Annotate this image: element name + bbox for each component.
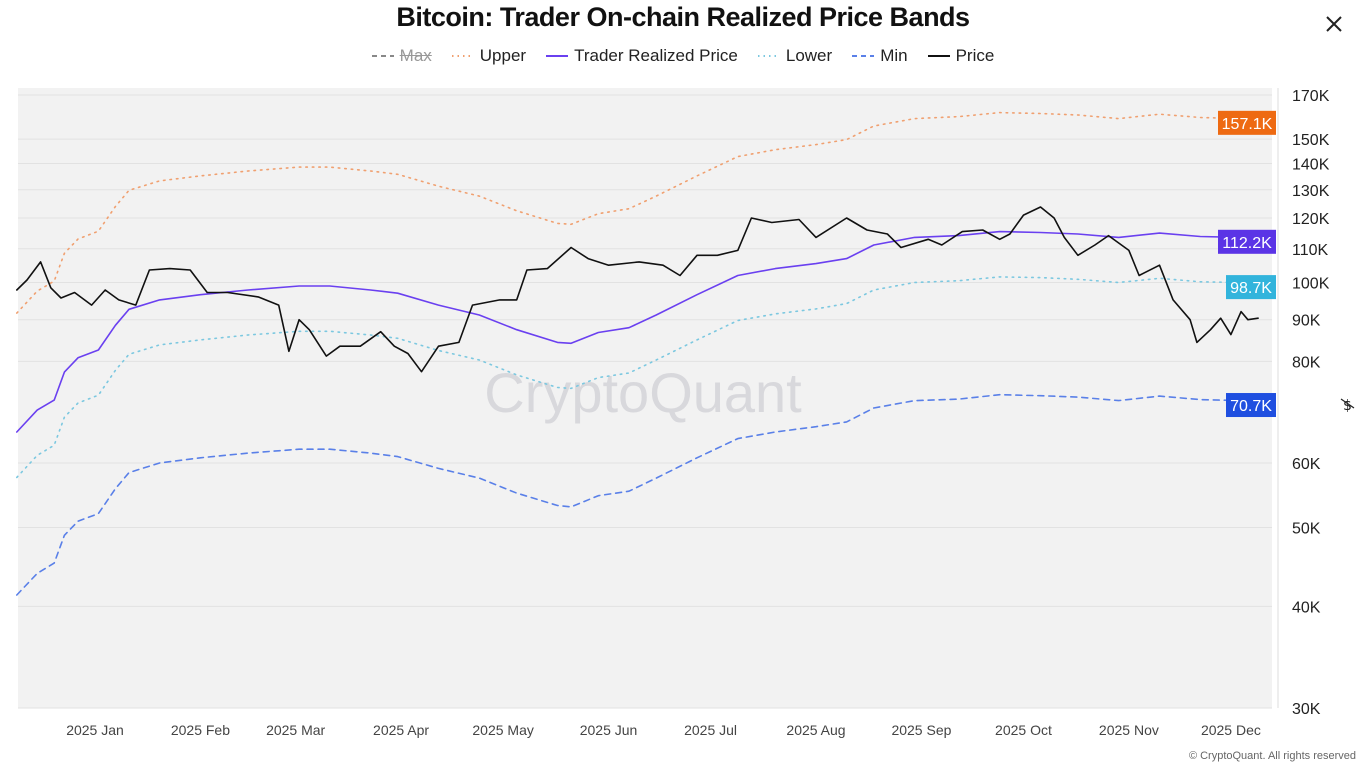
x-tick-label: 2025 Oct <box>995 722 1052 738</box>
last-value-label: 157.1K <box>1222 116 1273 133</box>
legend-item-price[interactable]: Price <box>927 46 995 66</box>
legend-swatch <box>927 55 950 57</box>
y-tick-label: 150K <box>1292 132 1330 149</box>
legend: Max Upper Trader Realized Price Lower Min Pri… <box>0 46 1366 66</box>
legend-label: Lower <box>785 46 833 65</box>
chart-title: Bitcoin: Trader On-chain Realized Price … <box>396 2 970 32</box>
legend-label: Upper <box>479 46 527 65</box>
x-tick-label: 2025 Jan <box>66 722 124 738</box>
x-tick-label: 2025 Mar <box>266 722 325 738</box>
x-tick-label: 2025 May <box>472 722 533 738</box>
y-tick-label: 110K <box>1292 242 1329 259</box>
plot-area <box>18 88 1272 708</box>
y-tick-label: 100K <box>1292 275 1330 292</box>
y-tick-label: 80K <box>1292 354 1321 371</box>
legend-label: Max <box>399 46 432 65</box>
strikethrough-mark <box>1340 398 1355 409</box>
x-tick-label: 2025 Aug <box>786 722 845 738</box>
series-line-min <box>15 393 1259 596</box>
legend-item-lower[interactable]: Lower <box>757 46 833 66</box>
last-value-badge <box>1218 229 1276 254</box>
legend-label: Min <box>880 46 908 65</box>
legend-swatch <box>371 55 394 57</box>
y-tick-label: 60K <box>1292 456 1321 473</box>
legend-label: Price <box>955 46 995 65</box>
legend-swatch <box>757 55 780 57</box>
last-value-label: 112.2K <box>1222 235 1272 252</box>
last-value-badge <box>1226 275 1276 300</box>
legend-item-max[interactable]: Max <box>371 46 432 66</box>
x-tick-label: 2025 Sep <box>891 722 951 738</box>
last-value-badge <box>1226 393 1276 418</box>
x-tick-label: 2025 Jun <box>580 722 638 738</box>
last-value-badge <box>1218 110 1276 135</box>
y-tick-label: 170K <box>1292 88 1330 105</box>
y-tick-label: 30K <box>1292 701 1321 718</box>
y-tick-label: 130K <box>1292 183 1330 200</box>
last-value-label: 98.7K <box>1230 280 1272 297</box>
legend-swatch <box>852 55 875 57</box>
series-line-trader-realized-price <box>15 230 1259 433</box>
x-tick-label: 2025 Nov <box>1099 722 1159 738</box>
y-tick-label: 120K <box>1292 211 1330 228</box>
x-tick-label: 2025 Feb <box>171 722 230 738</box>
series-line-upper <box>15 111 1259 314</box>
x-tick-label: 2025 Dec <box>1201 722 1261 738</box>
x-tick-label: 2025 Jul <box>684 722 737 738</box>
watermark: CryptoQuant <box>484 361 802 424</box>
series-line-lower <box>15 276 1259 479</box>
legend-item-upper[interactable]: Upper <box>451 46 527 66</box>
legend-item-min[interactable]: Min <box>852 46 908 66</box>
legend-swatch <box>546 55 569 57</box>
series-line-price <box>15 206 1259 373</box>
x-tick-label: 2025 Apr <box>373 722 429 738</box>
y-tick-label: 40K <box>1292 599 1321 616</box>
dollar-strikethrough-icon[interactable]: $ <box>1343 398 1352 414</box>
legend-item-trader-realized-price[interactable]: Trader Realized Price <box>546 46 738 66</box>
y-tick-label: 140K <box>1292 157 1330 174</box>
last-value-label: 70.7K <box>1230 398 1272 415</box>
copyright: © CryptoQuant. All rights reserved <box>1188 750 1356 762</box>
y-tick-label: 50K <box>1292 520 1321 537</box>
close-icon[interactable] <box>1322 12 1346 36</box>
legend-swatch <box>451 55 474 57</box>
y-tick-label: 90K <box>1292 313 1321 330</box>
legend-label: Trader Realized Price <box>574 46 738 65</box>
